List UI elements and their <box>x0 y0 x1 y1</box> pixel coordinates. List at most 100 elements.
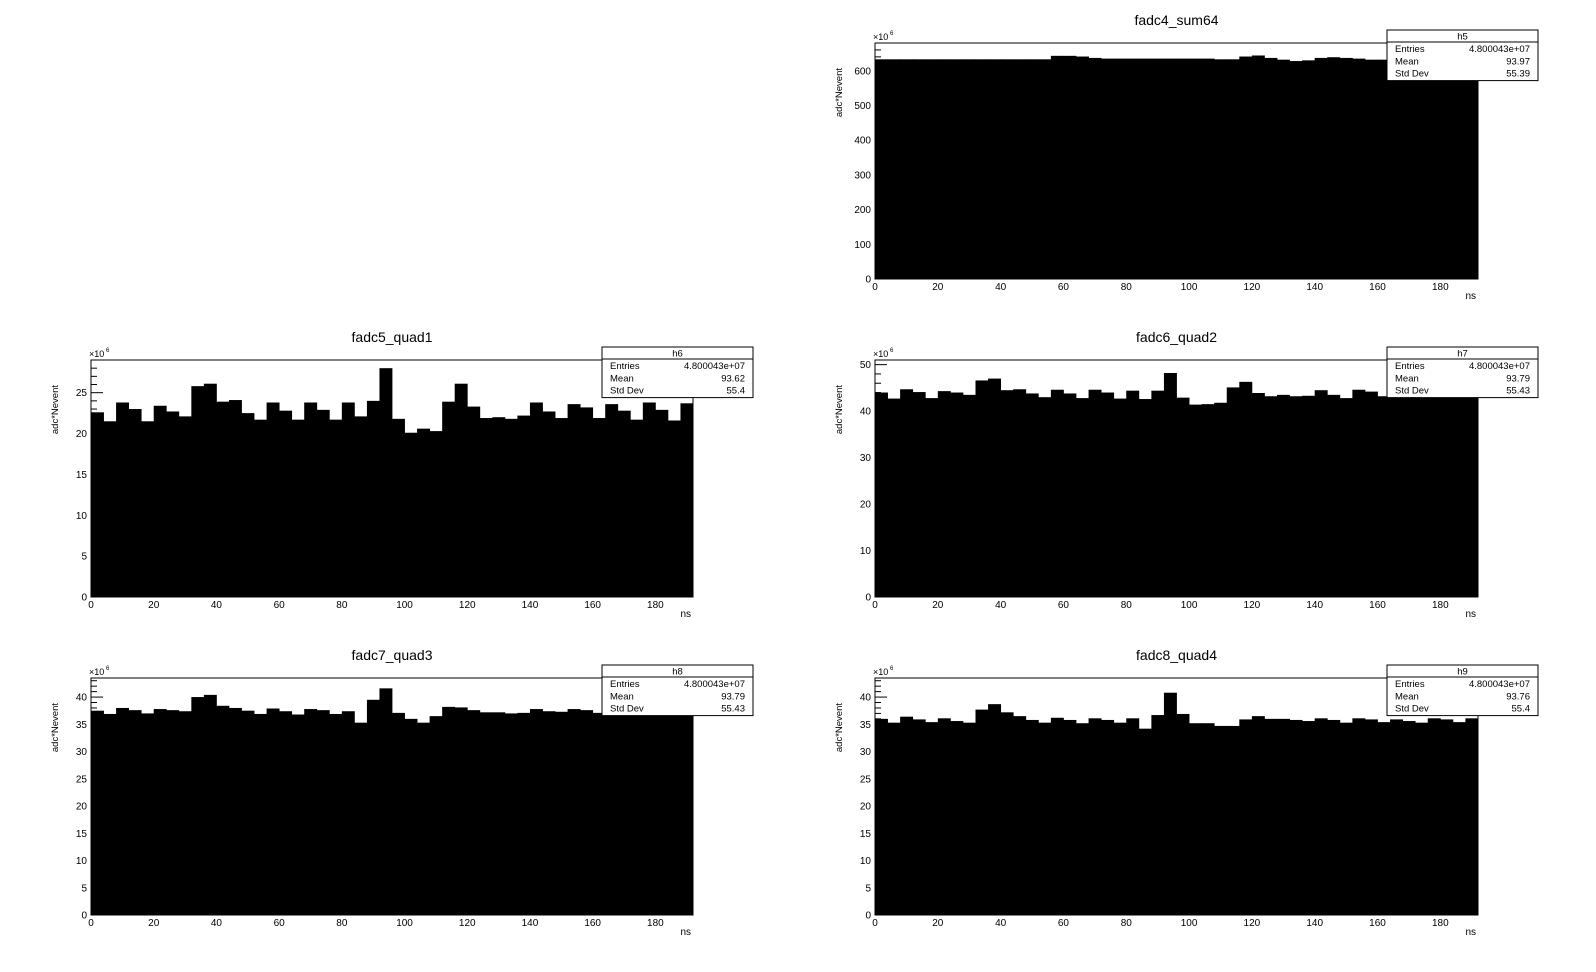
x-tick-label: 40 <box>995 918 1007 929</box>
histogram-bin-39 <box>1364 719 1378 915</box>
x-axis-label: ns <box>680 609 691 620</box>
histogram-bin-12 <box>1025 719 1039 915</box>
histogram-bin-31 <box>479 418 493 597</box>
histogram-bin-6 <box>166 411 180 597</box>
histogram-bin-4 <box>925 398 939 597</box>
stats-label: Std Dev <box>1395 69 1429 80</box>
x-tick-label: 180 <box>1432 918 1449 929</box>
histogram-bin-26 <box>1201 723 1215 915</box>
histogram-bin-0 <box>875 59 888 279</box>
histogram-bin-24 <box>392 418 405 597</box>
histogram-bin-31 <box>479 712 493 915</box>
x-tick-label: 80 <box>336 600 348 611</box>
x-tick-label: 100 <box>396 918 413 929</box>
y-tick-label: 15 <box>76 829 88 840</box>
histogram-bin-15 <box>1063 393 1077 597</box>
histogram-bin-44 <box>1427 718 1441 915</box>
histogram-bars <box>91 368 694 597</box>
stats-label: Std Dev <box>1395 386 1429 397</box>
histogram-bin-19 <box>1113 398 1127 597</box>
stats-value: 55.4 <box>1512 704 1531 715</box>
x-tick-label: 80 <box>336 918 348 929</box>
histogram-bin-21 <box>354 416 368 597</box>
histogram-bin-27 <box>1214 725 1228 915</box>
stats-box: h5 Entries 4.800043e+07 Mean 93.97 Std Dev 55.… <box>1386 29 1539 82</box>
histogram-bin-35 <box>1314 57 1328 280</box>
histogram-bin-42 <box>617 712 631 915</box>
histogram-bin-30 <box>467 406 481 597</box>
histogram-bin-37 <box>1339 722 1353 915</box>
histogram-pad-1: fadc4_sum64 0 20 40 60 80 100 120 140 160 180 ns 0 10… <box>834 12 1539 302</box>
stats-label: Entries <box>1395 679 1425 690</box>
histogram-bin-28 <box>442 401 456 597</box>
x-tick-label: 180 <box>1432 282 1449 293</box>
y-multiplier-exponent: 6 <box>890 348 894 354</box>
stats-value: 55.43 <box>1506 386 1530 397</box>
histogram-bin-37 <box>1339 398 1353 597</box>
stats-value: 55.39 <box>1506 69 1530 80</box>
histogram-bin-0 <box>91 412 104 597</box>
histogram-bin-34 <box>517 415 531 597</box>
x-tick-label: 60 <box>1058 282 1070 293</box>
stats-label: Mean <box>1395 56 1419 67</box>
y-tick-label: 30 <box>860 747 872 758</box>
histogram-bin-28 <box>1226 725 1240 915</box>
stats-label: Entries <box>610 679 640 690</box>
x-tick-label: 60 <box>274 918 286 929</box>
histogram-bin-40 <box>1377 59 1391 279</box>
histogram-bin-30 <box>467 710 481 915</box>
y-axis: 0 5 10 15 20 25 30 35 40 adc*Nevent <box>834 680 887 922</box>
histogram-bin-13 <box>1038 397 1052 597</box>
histogram-bin-31 <box>1264 57 1278 280</box>
histogram-bin-4 <box>141 713 155 915</box>
histogram-bin-29 <box>454 707 468 915</box>
histogram-bin-28 <box>1226 59 1240 279</box>
histogram-bin-27 <box>429 716 443 915</box>
histogram-bin-40 <box>1377 396 1391 597</box>
histogram-bin-7 <box>962 394 976 597</box>
histogram-bin-33 <box>504 713 518 915</box>
histogram-bin-14 <box>266 708 280 915</box>
chart-title: fadc7_quad3 <box>352 647 433 663</box>
histogram-bin-7 <box>178 416 192 597</box>
histogram-bin-2 <box>116 707 130 915</box>
y-tick-label: 40 <box>76 693 88 704</box>
x-tick-label: 140 <box>1306 600 1323 611</box>
histogram-bin-42 <box>1402 721 1416 915</box>
x-tick-label: 180 <box>647 600 664 611</box>
histogram-bin-42 <box>617 410 631 597</box>
stats-box-frame <box>601 664 754 717</box>
histogram-bin-18 <box>316 710 330 915</box>
histogram-bin-29 <box>454 383 468 597</box>
stats-box-frame <box>1386 664 1539 717</box>
histogram-bin-22 <box>1151 390 1165 597</box>
y-multiplier-base: ×10 <box>89 667 104 677</box>
x-tick-label: 0 <box>88 600 94 611</box>
histogram-bin-44 <box>642 402 656 597</box>
x-tick-label: 180 <box>1432 600 1449 611</box>
histogram-bin-47 <box>1465 396 1479 597</box>
histogram-bin-18 <box>1101 392 1115 597</box>
histogram-bin-38 <box>1352 58 1366 279</box>
y-tick-label: 500 <box>854 101 871 112</box>
histogram-bin-33 <box>1289 396 1303 597</box>
y-multiplier-exponent: 6 <box>890 31 894 37</box>
histogram-bin-7 <box>962 722 976 915</box>
histogram-bin-29 <box>1239 719 1253 915</box>
x-axis: 0 20 40 60 80 100 120 140 160 180 ns <box>872 590 1479 620</box>
histogram-bin-36 <box>1327 57 1341 279</box>
histogram-bin-19 <box>1113 58 1127 279</box>
x-tick-label: 120 <box>1244 600 1261 611</box>
histogram-bin-27 <box>429 431 443 597</box>
histogram-bin-45 <box>655 409 669 597</box>
histogram-bin-4 <box>925 722 939 915</box>
histogram-bin-32 <box>492 417 506 597</box>
histogram-bin-26 <box>417 428 431 597</box>
histogram-bin-4 <box>925 59 939 279</box>
histogram-bin-29 <box>1239 381 1253 597</box>
x-axis-label: ns <box>680 927 691 938</box>
histogram-bin-17 <box>1088 389 1102 597</box>
y-axis-label: adc*Nevent <box>50 385 61 434</box>
histogram-bin-2 <box>900 389 914 597</box>
